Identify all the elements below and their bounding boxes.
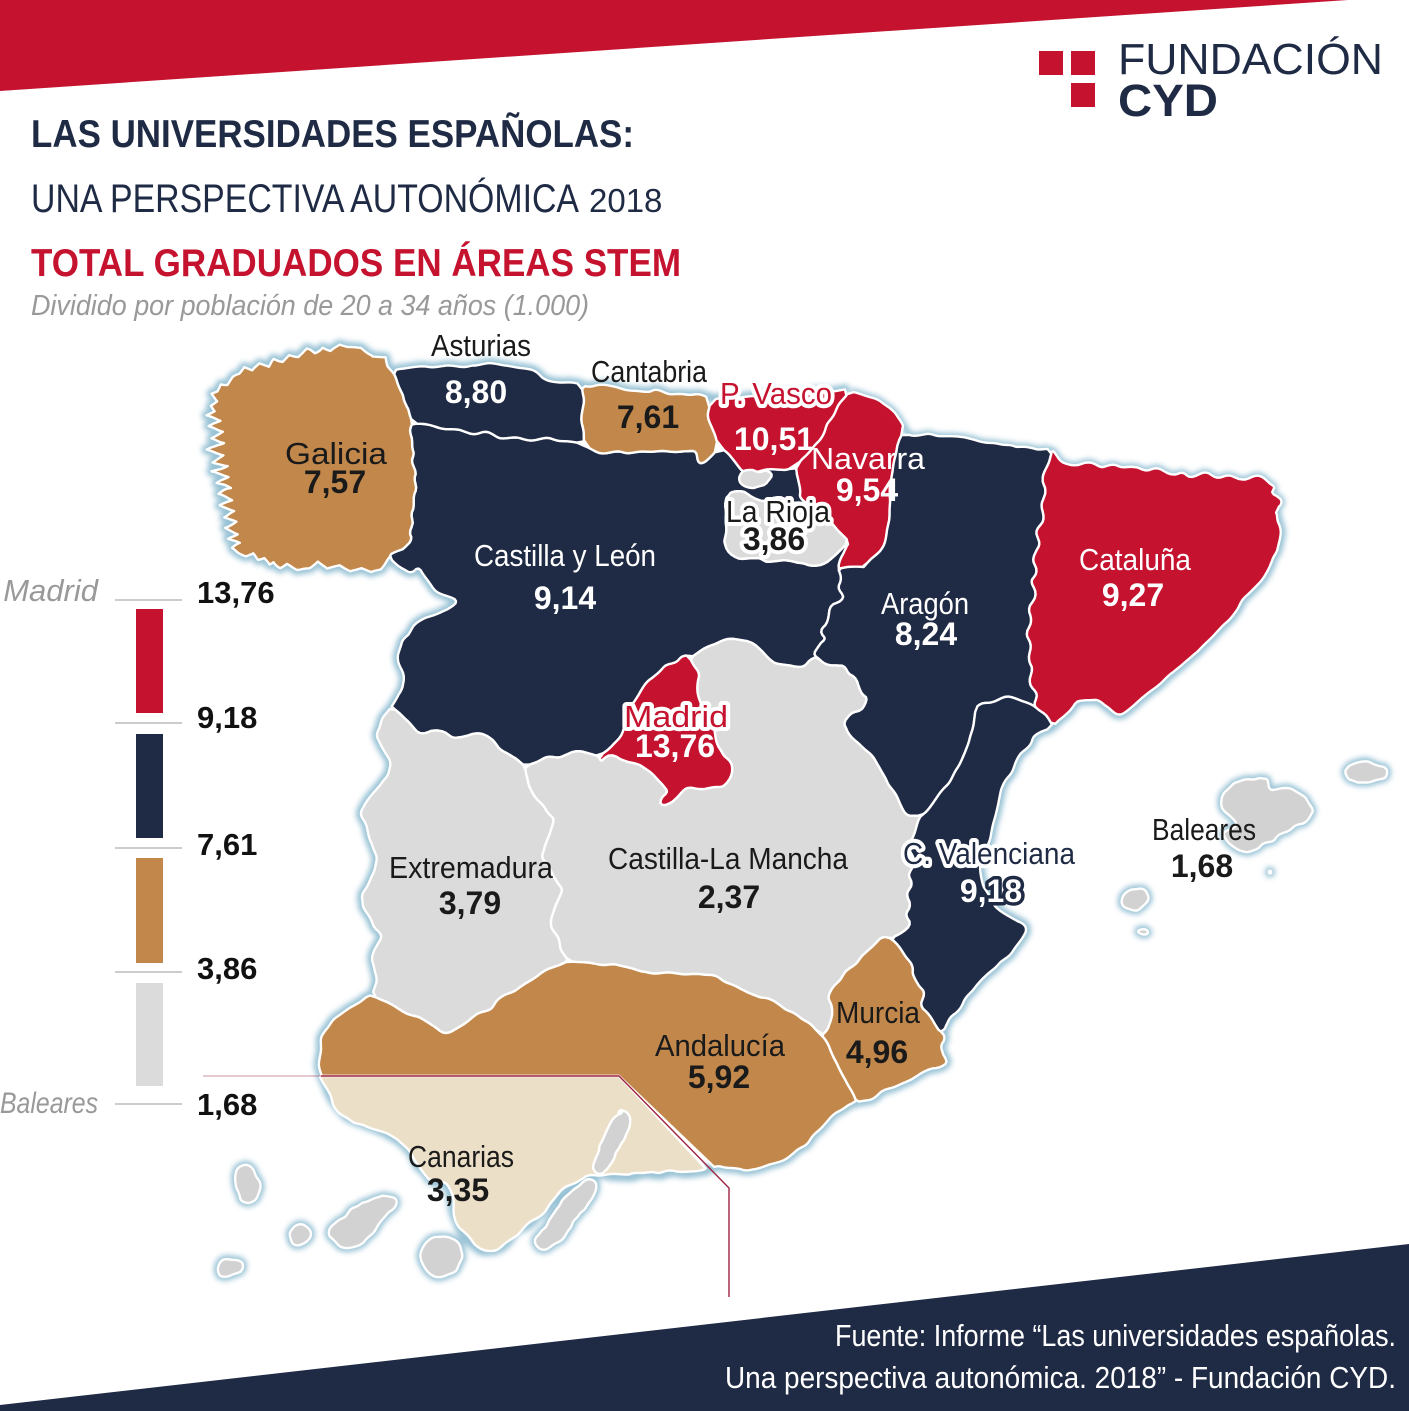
svg-text:7,61: 7,61 xyxy=(617,399,679,435)
svg-text:Canarias: Canarias xyxy=(408,1139,514,1174)
svg-text:Baleares: Baleares xyxy=(1152,812,1256,847)
svg-text:Navarra: Navarra xyxy=(811,441,926,476)
svg-text:Castilla y León: Castilla y León xyxy=(474,538,656,573)
svg-text:Fuente: Informe “Las universid: Fuente: Informe “Las universidades españ… xyxy=(835,1318,1396,1353)
svg-text:La Rioja: La Rioja xyxy=(726,494,831,529)
svg-text:8,24: 8,24 xyxy=(895,616,957,652)
svg-text:3,79: 3,79 xyxy=(439,885,501,921)
svg-text:Cantabria: Cantabria xyxy=(591,354,708,389)
svg-text:3,86: 3,86 xyxy=(743,521,805,557)
svg-text:Galicia: Galicia xyxy=(285,436,388,471)
svg-text:Castilla-La Mancha: Castilla-La Mancha xyxy=(608,841,849,876)
svg-text:4,96: 4,96 xyxy=(846,1034,908,1070)
svg-text:Extremadura: Extremadura xyxy=(389,850,554,885)
svg-text:Dividido por población de 20 a: Dividido por población de 20 a 34 años (… xyxy=(31,290,589,322)
svg-text:Madrid: Madrid xyxy=(624,699,728,734)
svg-text:C. Valenciana: C. Valenciana xyxy=(903,836,1076,871)
svg-text:2018: 2018 xyxy=(589,182,662,219)
svg-text:13,76: 13,76 xyxy=(197,575,275,610)
svg-text:9,54: 9,54 xyxy=(836,472,898,508)
svg-text:9,18: 9,18 xyxy=(960,873,1022,909)
svg-text:9,18: 9,18 xyxy=(197,700,257,735)
svg-text:9,27: 9,27 xyxy=(1102,577,1164,613)
svg-text:Baleares: Baleares xyxy=(0,1087,98,1120)
svg-text:1,68: 1,68 xyxy=(1171,848,1233,884)
svg-text:LAS UNIVERSIDADES ESPAÑOLAS:: LAS UNIVERSIDADES ESPAÑOLAS: xyxy=(31,112,634,156)
svg-text:2,37: 2,37 xyxy=(698,879,760,915)
svg-text:Cataluña: Cataluña xyxy=(1079,542,1192,577)
svg-text:Madrid: Madrid xyxy=(3,573,100,608)
svg-text:UNA PERSPECTIVA AUTONÓMICA: UNA PERSPECTIVA AUTONÓMICA xyxy=(31,176,579,221)
svg-text:9,14: 9,14 xyxy=(534,580,596,616)
svg-text:TOTAL GRADUADOS EN ÁREAS STEM: TOTAL GRADUADOS EN ÁREAS STEM xyxy=(31,241,681,285)
svg-text:Asturias: Asturias xyxy=(431,328,531,363)
svg-text:Una perspectiva autonómica. 20: Una perspectiva autonómica. 2018” - Fund… xyxy=(725,1360,1396,1395)
svg-text:P. Vasco: P. Vasco xyxy=(720,376,832,411)
svg-text:7,57: 7,57 xyxy=(304,464,366,500)
svg-text:7,61: 7,61 xyxy=(197,827,257,862)
svg-text:Aragón: Aragón xyxy=(881,586,969,621)
svg-text:8,80: 8,80 xyxy=(445,374,507,410)
svg-text:1,68: 1,68 xyxy=(197,1087,257,1122)
svg-text:13,76: 13,76 xyxy=(635,728,715,764)
svg-text:10,51: 10,51 xyxy=(734,421,814,457)
svg-text:5,92: 5,92 xyxy=(688,1059,750,1095)
svg-text:CYD: CYD xyxy=(1118,75,1218,126)
svg-text:Andalucía: Andalucía xyxy=(655,1028,786,1063)
svg-text:FUNDACIÓN: FUNDACIÓN xyxy=(1118,35,1383,84)
svg-text:Murcia: Murcia xyxy=(836,995,921,1030)
svg-text:3,86: 3,86 xyxy=(197,951,257,986)
svg-text:3,35: 3,35 xyxy=(427,1172,489,1208)
